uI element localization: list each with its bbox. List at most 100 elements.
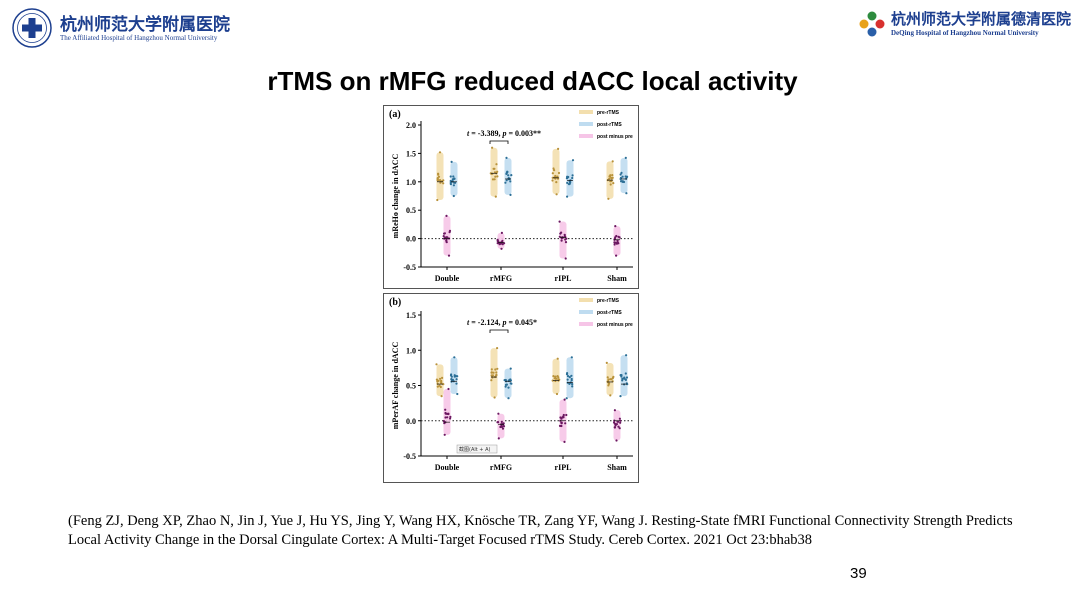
data-point: [566, 195, 569, 198]
data-point: [438, 384, 441, 387]
data-point: [611, 160, 614, 163]
tooltip-text: 截图(Alt + A): [459, 446, 491, 453]
significance-annotation: t = -2.124, p = 0.045*: [467, 318, 537, 327]
data-point: [611, 174, 614, 177]
violin-shape: [620, 157, 628, 194]
data-point: [609, 183, 612, 186]
data-point: [443, 422, 446, 425]
data-point: [624, 156, 627, 159]
data-point: [492, 371, 495, 374]
data-point: [616, 241, 619, 244]
data-point: [509, 180, 512, 183]
x-tick-label: Sham: [607, 463, 627, 472]
data-point: [444, 416, 447, 419]
data-point: [620, 180, 623, 183]
data-point: [570, 374, 573, 377]
left-hospital-logo: 杭州师范大学附属医院 The Affiliated Hospital of Ha…: [12, 8, 252, 48]
data-point: [556, 357, 559, 360]
violin-shape: [436, 152, 444, 200]
data-point: [613, 426, 616, 429]
data-point: [509, 193, 512, 196]
y-tick-label: 0.5: [406, 382, 416, 391]
data-point: [442, 235, 445, 238]
data-point: [608, 177, 611, 180]
data-point: [495, 163, 498, 166]
data-point: [624, 378, 627, 381]
data-point: [494, 368, 497, 371]
data-point: [500, 425, 504, 428]
data-point: [618, 417, 621, 420]
data-point: [615, 439, 618, 442]
annotation-t-value: = -2.124,: [469, 318, 502, 327]
data-point: [510, 174, 513, 177]
data-point: [507, 397, 510, 400]
data-point: [453, 375, 456, 378]
data-point: [500, 231, 503, 234]
data-point: [607, 197, 610, 200]
y-tick-label: 0.0: [406, 235, 416, 244]
data-point: [611, 376, 614, 380]
legend-swatch: [579, 110, 593, 114]
y-axis-label: mPerAF change in dACC: [391, 342, 400, 430]
annotation-p-symbol: p: [501, 129, 506, 138]
flower-emblem-icon: [859, 11, 885, 37]
annotation-p-value: = 0.003**: [506, 129, 541, 138]
data-point: [504, 385, 507, 388]
data-point: [570, 379, 573, 382]
legend-swatch: [579, 298, 593, 302]
data-point: [564, 257, 567, 260]
data-point: [555, 181, 558, 184]
data-point: [490, 379, 493, 382]
data-point: [621, 377, 624, 380]
annotation-t-symbol: t: [467, 318, 470, 327]
data-point: [568, 182, 571, 186]
data-point: [558, 220, 561, 223]
significance-bracket: [489, 329, 509, 333]
data-point: [437, 179, 440, 182]
panel-frame: [383, 105, 639, 289]
data-point: [613, 241, 616, 244]
data-point: [449, 181, 452, 185]
violin-shape: [443, 389, 451, 435]
x-tick-label: rMFG: [490, 274, 512, 283]
data-point: [440, 382, 443, 385]
data-point: [442, 383, 445, 386]
violin-shape: [613, 410, 621, 441]
data-point: [496, 175, 499, 178]
data-point: [496, 347, 499, 350]
data-point: [555, 392, 559, 396]
annotation-t-value: = -3.389,: [469, 129, 502, 138]
panel-label: (b): [389, 297, 401, 308]
data-point: [571, 385, 574, 388]
data-point: [551, 172, 554, 175]
data-point: [571, 159, 575, 162]
data-point: [449, 374, 453, 377]
data-point: [619, 395, 622, 398]
data-point: [571, 176, 574, 180]
data-point: [507, 379, 510, 382]
chart-panel-a: (a) mReHo change in dACC 2.0 1.5 1.0 0.5 0.0 -0…: [383, 105, 639, 289]
data-point: [557, 376, 560, 379]
legend-label: pre-rTMS: [597, 298, 620, 304]
data-point: [566, 378, 569, 381]
data-point: [452, 194, 455, 198]
right-hospital-name: 杭州师范大学附属德清医院: [891, 10, 1072, 28]
right-hospital-logo: 杭州师范大学附属德清医院 DeQing Hospital of Hangzhou…: [858, 8, 1073, 44]
legend-label: post-rTMS: [597, 122, 622, 128]
data-point: [504, 378, 507, 382]
data-point: [605, 361, 608, 364]
data-point: [571, 174, 574, 177]
data-point: [450, 160, 453, 163]
data-point: [564, 422, 567, 425]
data-point: [456, 392, 459, 396]
data-point: [560, 421, 563, 424]
data-point: [442, 179, 445, 182]
violin-shape: [504, 157, 512, 195]
data-point: [551, 379, 554, 382]
y-tick-label: 0.5: [406, 206, 416, 215]
data-point: [496, 367, 499, 370]
data-point: [505, 156, 508, 159]
left-hospital-name: 杭州师范大学附属医院: [60, 15, 230, 35]
data-point: [455, 378, 458, 381]
data-point: [502, 425, 506, 428]
